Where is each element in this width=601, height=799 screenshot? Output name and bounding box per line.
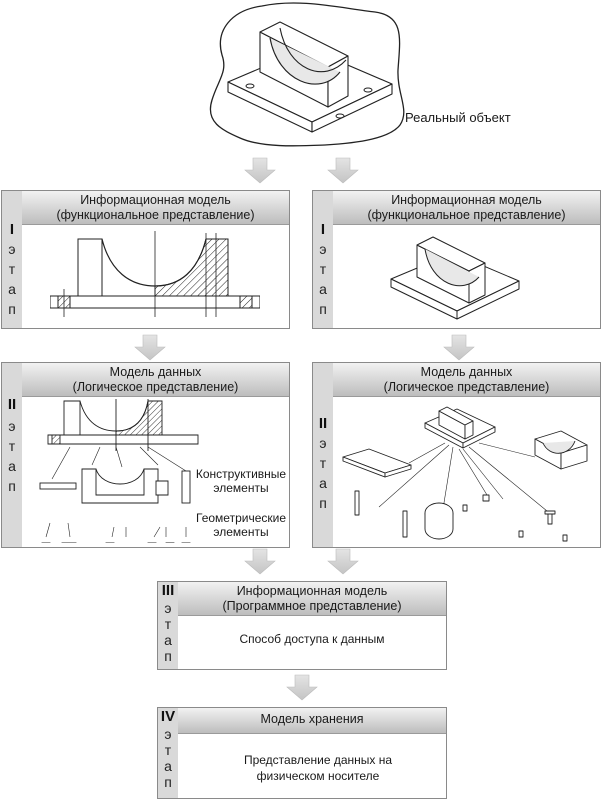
panel-title: Информационная модель <box>236 584 388 598</box>
stage-number: I <box>320 221 326 238</box>
label-constructive-elements: Конструктивные элементы <box>195 467 287 495</box>
stage-letter: т <box>8 438 16 454</box>
panel-subtitle: (Логическое представление) <box>72 380 239 394</box>
label-geometric-elements: Геометрические элементы <box>196 511 286 539</box>
panel-header: Информационная модель (функциональное пр… <box>333 191 600 225</box>
stage-letter: т <box>319 455 327 471</box>
stage-strip <box>2 363 22 547</box>
panel-stage3-program: III э т а п Информационная модель (Прогр… <box>157 581 447 670</box>
stage-letter: т <box>164 616 172 632</box>
real-object-outline <box>209 2 405 147</box>
panel-header: Модель данных (Логическое представление) <box>333 363 600 397</box>
panel-stage4-storage: IV э т а п Модель хранения Представление… <box>157 707 447 799</box>
arrow-down <box>244 548 276 575</box>
stage-letter: т <box>8 261 16 277</box>
panel-header: Информационная модель (функциональное пр… <box>22 191 289 225</box>
panel-title: Информационная модель <box>80 193 231 207</box>
stage-letter: а <box>164 632 172 648</box>
bearing-section-drawing <box>50 231 260 317</box>
stage-strip <box>313 363 333 547</box>
panel-title: Модель данных <box>109 365 202 379</box>
arrow-down <box>244 157 276 184</box>
stage-strip <box>158 708 178 798</box>
panel-stage1-functional-right: I э т а п Информационная модель (функцио… <box>312 190 601 329</box>
storage-description-label: Представление данных на физическом носит… <box>243 753 393 783</box>
arrow-down <box>443 334 475 361</box>
stage-strip <box>158 582 178 669</box>
stage-letter: а <box>319 281 327 297</box>
panel-header: Информационная модель (Программное предс… <box>178 582 446 616</box>
stage-letter: п <box>319 495 327 511</box>
stage-letter: э <box>164 726 172 742</box>
stage-letter: т <box>319 261 327 277</box>
panel-subtitle: (Логическое представление) <box>383 380 550 394</box>
arrow-down <box>134 334 166 361</box>
panel-stage1-functional-left: I э т а п Информационная модель (функцио… <box>1 190 290 329</box>
stage-strip <box>313 191 333 328</box>
stage-number: II <box>318 415 328 432</box>
panel-stage2-logical-right: II э т а п Модель данных (Логическое пре… <box>312 362 601 548</box>
stage-letter: э <box>164 600 172 616</box>
decomposition-isometric-drawing <box>342 406 588 542</box>
decomposition-drawing <box>39 399 199 543</box>
stage-letter: а <box>8 281 16 297</box>
real-object-label: Реальный объект <box>405 110 511 125</box>
stage-letter: п <box>319 301 327 317</box>
panel-title: Информационная модель <box>391 193 542 207</box>
panel-title: Модель хранения <box>260 712 364 726</box>
arrow-down <box>327 157 359 184</box>
stage-letter: а <box>8 458 16 474</box>
stage-number: IV <box>160 708 176 725</box>
stage-number: I <box>9 221 15 238</box>
bearing-isometric-drawing <box>227 21 393 133</box>
stage-number: III <box>161 582 175 599</box>
arrow-down <box>286 674 318 701</box>
panel-header: Модель данных (Логическое представление) <box>22 363 289 397</box>
stage-letter: а <box>319 475 327 491</box>
stage-letter: э <box>319 241 327 257</box>
stage-strip <box>2 191 22 328</box>
stage-letter: т <box>164 742 172 758</box>
stage-letter: п <box>164 648 172 664</box>
bearing-isometric-drawing <box>390 236 520 320</box>
stage-letter: п <box>164 774 172 790</box>
stage-letter: э <box>8 241 16 257</box>
panel-title: Модель данных <box>420 365 513 379</box>
arrow-down <box>327 548 359 575</box>
stage-letter: а <box>164 758 172 774</box>
access-method-label: Способ доступа к данным <box>239 632 385 646</box>
stage-letter: п <box>8 301 16 317</box>
panel-subtitle: (функциональное представление) <box>367 208 566 222</box>
stage-number: II <box>7 396 17 413</box>
stage-letter: э <box>8 418 16 434</box>
stage-letter: п <box>8 478 16 494</box>
panel-subtitle: (Программное представление) <box>222 599 402 613</box>
stage-letter: э <box>319 435 327 451</box>
panel-subtitle: (функциональное представление) <box>56 208 255 222</box>
panel-header: Модель хранения <box>178 708 446 734</box>
panel-stage2-logical-left: II э т а п Модель данных (Логическое пре… <box>1 362 290 548</box>
